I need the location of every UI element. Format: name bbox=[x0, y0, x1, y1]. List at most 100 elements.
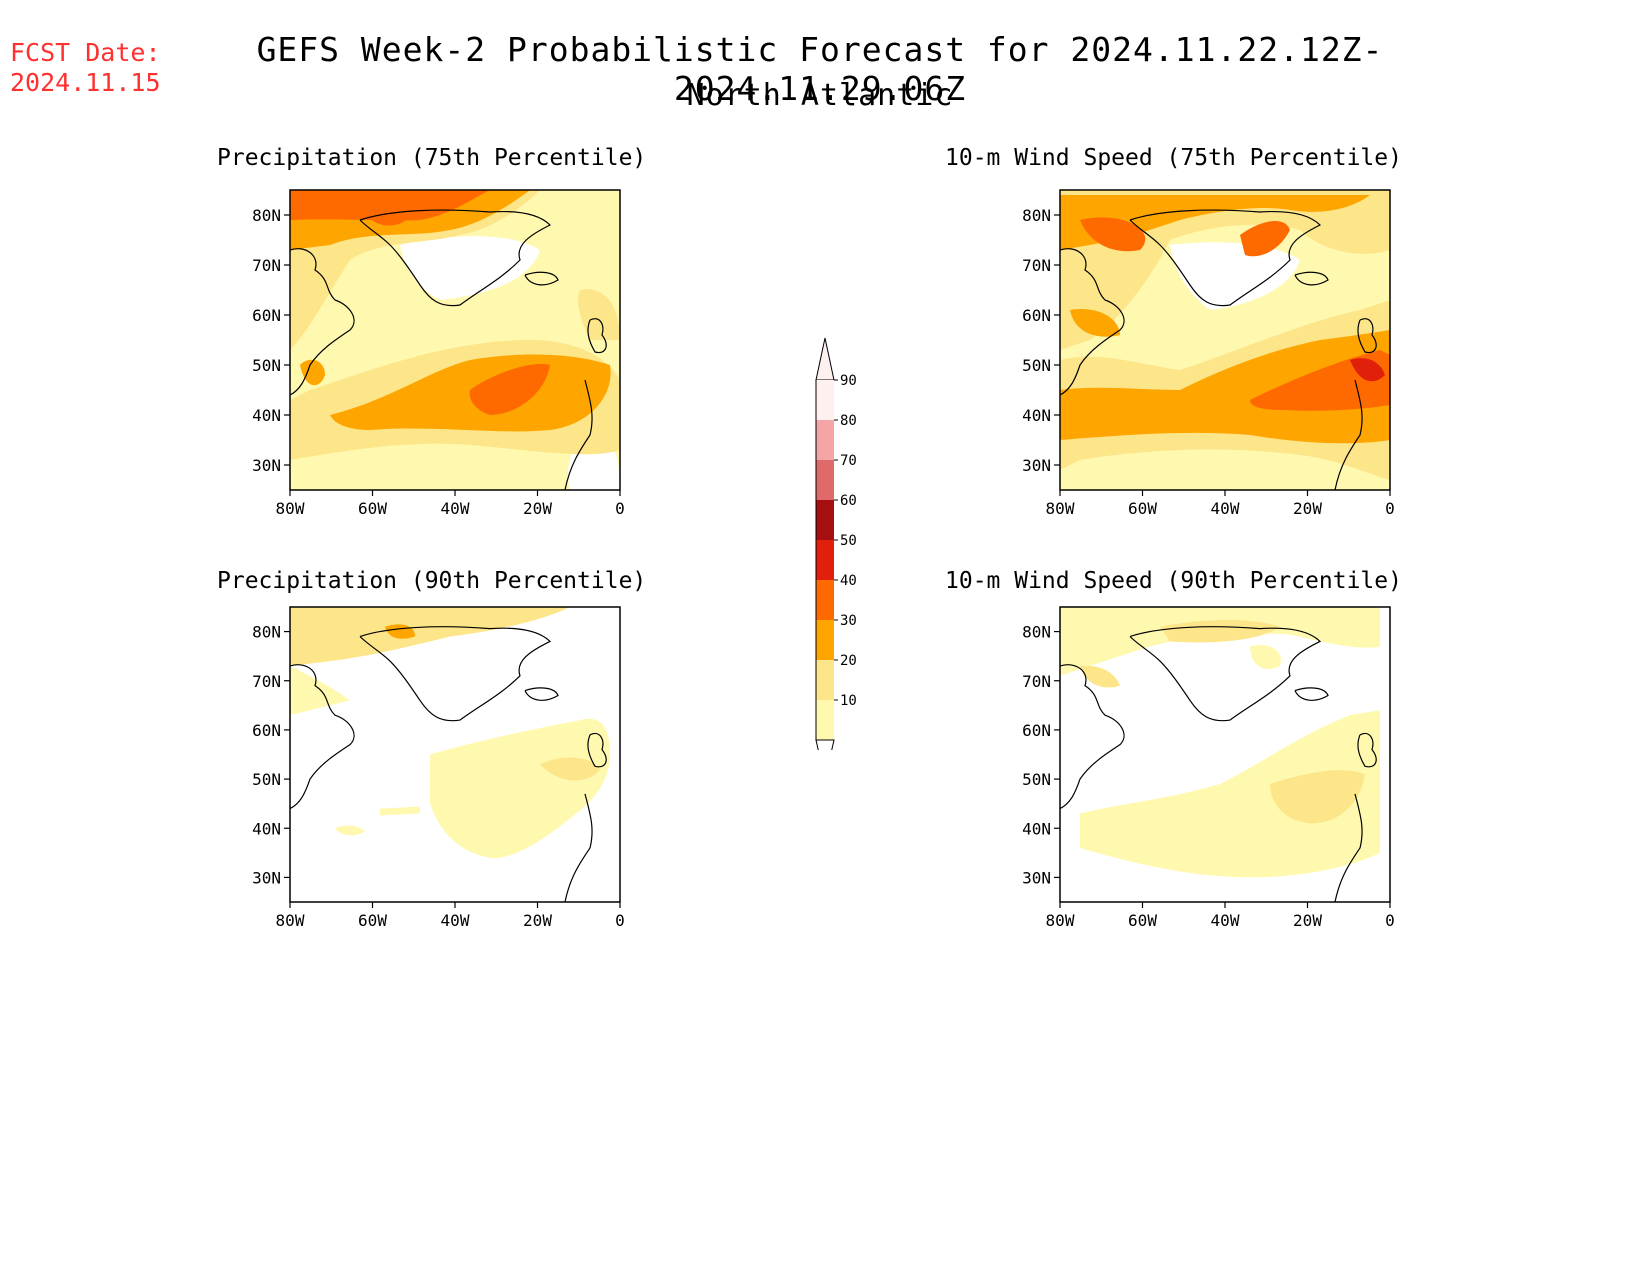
lon-label: 20W bbox=[1293, 499, 1322, 518]
map-wind-90-svg: 80N 70N 60N 50N 40N 30N 80W 60W 40W 20W 0 bbox=[1022, 606, 1395, 930]
coastline bbox=[1334, 793, 1363, 903]
lat-label: 40N bbox=[252, 819, 281, 838]
lon-label: 0 bbox=[615, 499, 625, 518]
colorbar-label: 20 bbox=[840, 653, 857, 669]
map-wind-90: 80N 70N 60N 50N 40N 30N 80W 60W 40W 20W 0 bbox=[1022, 606, 1395, 930]
colorbar-swatch bbox=[816, 580, 834, 620]
colorbar-label: 40 bbox=[840, 573, 857, 589]
lon-label: 60W bbox=[358, 499, 387, 518]
lat-label: 30N bbox=[252, 456, 281, 475]
lat-label: 30N bbox=[1022, 868, 1051, 887]
coastline bbox=[289, 248, 355, 396]
lon-label: 20W bbox=[523, 499, 552, 518]
contour-region bbox=[1270, 770, 1365, 824]
lon-label: 80W bbox=[1046, 499, 1075, 518]
contour-region bbox=[469, 364, 550, 415]
lat-label: 80N bbox=[1022, 623, 1051, 642]
contour-region bbox=[1070, 309, 1120, 337]
lon-label: 80W bbox=[276, 499, 305, 518]
contour-region bbox=[1080, 710, 1380, 878]
colorbar-swatch bbox=[816, 700, 834, 740]
colorbar-label: 80 bbox=[840, 413, 857, 429]
lon-label: 0 bbox=[615, 911, 625, 930]
lon-label: 60W bbox=[1128, 911, 1157, 930]
coastline bbox=[359, 209, 552, 307]
lat-label: 80N bbox=[252, 206, 281, 225]
colorbar-swatch bbox=[816, 380, 834, 420]
map-wind-75: 80N 70N 60N 50N 40N 30N 80W 60W 40W 20W 0 bbox=[1022, 189, 1395, 518]
lat-label: 40N bbox=[1022, 819, 1051, 838]
contour-region bbox=[1350, 358, 1385, 382]
contour-region bbox=[290, 190, 490, 221]
colorbar-swatch bbox=[816, 660, 834, 700]
contour-region bbox=[380, 806, 420, 816]
lat-label: 60N bbox=[1022, 306, 1051, 325]
colorbar-label: 90 bbox=[840, 373, 857, 389]
lat-label: 30N bbox=[252, 868, 281, 887]
contour-region bbox=[1170, 242, 1300, 310]
lon-label: 60W bbox=[358, 911, 387, 930]
color-legend: 90 80 70 60 50 40 30 20 10 bbox=[810, 330, 870, 781]
lon-label: 0 bbox=[1385, 499, 1395, 518]
forecast-date: FCST Date: 2024.11.15 bbox=[10, 38, 161, 98]
panel-title-precip-75: Precipitation (75th Percentile) bbox=[217, 145, 647, 171]
colorbar-label: 30 bbox=[840, 613, 857, 629]
colorbar-label: 10 bbox=[840, 693, 857, 709]
lat-label: 80N bbox=[1022, 206, 1051, 225]
contour-region bbox=[290, 607, 570, 666]
colorbar-swatch bbox=[816, 540, 834, 580]
coastline bbox=[1129, 626, 1322, 722]
contour-fill-group bbox=[1060, 190, 1390, 490]
lat-label: 80N bbox=[252, 623, 281, 642]
lon-label: 80W bbox=[276, 911, 305, 930]
coastline bbox=[1357, 733, 1377, 768]
contour-region bbox=[1080, 665, 1120, 688]
coastline bbox=[1059, 664, 1125, 810]
page-title: GEFS Week-2 Probabilistic Forecast for 2… bbox=[256, 30, 1384, 108]
lat-label: 70N bbox=[252, 672, 281, 691]
contour-region bbox=[1250, 645, 1281, 670]
lon-label: 60W bbox=[1128, 499, 1157, 518]
colorbar-top-cap bbox=[815, 337, 835, 381]
lon-label: 80W bbox=[1046, 911, 1075, 930]
lat-label: 60N bbox=[252, 306, 281, 325]
colorbar-bottom-cap bbox=[815, 739, 835, 781]
contour-region bbox=[1060, 449, 1390, 490]
panel-title-precip-90: Precipitation (90th Percentile) bbox=[217, 568, 647, 594]
contour-region bbox=[1060, 330, 1390, 444]
coastline-group bbox=[1059, 209, 1377, 491]
map-precip-90-svg: 80N 70N 60N 50N 40N 30N 80W 60W 40W 20W 0 bbox=[252, 606, 625, 930]
contour-region bbox=[430, 718, 610, 859]
contour-region bbox=[540, 757, 600, 781]
colorbar-label: 70 bbox=[840, 453, 857, 469]
coastline bbox=[289, 664, 355, 810]
color-legend-svg: 90 80 70 60 50 40 30 20 10 bbox=[815, 337, 857, 781]
lat-label: 70N bbox=[1022, 256, 1051, 275]
coastline bbox=[564, 379, 593, 491]
coastline bbox=[587, 733, 607, 768]
contour-region bbox=[300, 359, 325, 386]
lat-label: 40N bbox=[1022, 406, 1051, 425]
coastline bbox=[1129, 209, 1322, 307]
coastline bbox=[587, 318, 607, 354]
forecast-date-label: FCST Date: bbox=[10, 38, 161, 67]
map-precip-75-svg: 80N 70N 60N 50N 40N 30N 80W 60W 40W 20W 0 bbox=[252, 189, 625, 518]
lat-label: 50N bbox=[252, 356, 281, 375]
coastline-group bbox=[289, 209, 607, 491]
coastline bbox=[564, 793, 593, 903]
contour-region bbox=[1060, 195, 1370, 250]
contour-fill-group bbox=[290, 607, 610, 859]
map-precip-75: 80N 70N 60N 50N 40N 30N 80W 60W 40W 20W 0 bbox=[252, 189, 625, 518]
coastline bbox=[359, 626, 552, 722]
lat-label: 70N bbox=[1022, 672, 1051, 691]
contour-region bbox=[335, 825, 365, 836]
region-subtitle: North Atlantic bbox=[686, 78, 954, 113]
lon-label: 40W bbox=[1211, 499, 1240, 518]
coastline bbox=[524, 271, 559, 286]
coastline bbox=[1294, 687, 1329, 701]
lon-label: 0 bbox=[1385, 911, 1395, 930]
contour-region bbox=[1240, 220, 1290, 257]
lon-label: 40W bbox=[441, 911, 470, 930]
lat-label: 50N bbox=[252, 770, 281, 789]
map-wind-75-svg: 80N 70N 60N 50N 40N 30N 80W 60W 40W 20W 0 bbox=[1022, 189, 1395, 518]
